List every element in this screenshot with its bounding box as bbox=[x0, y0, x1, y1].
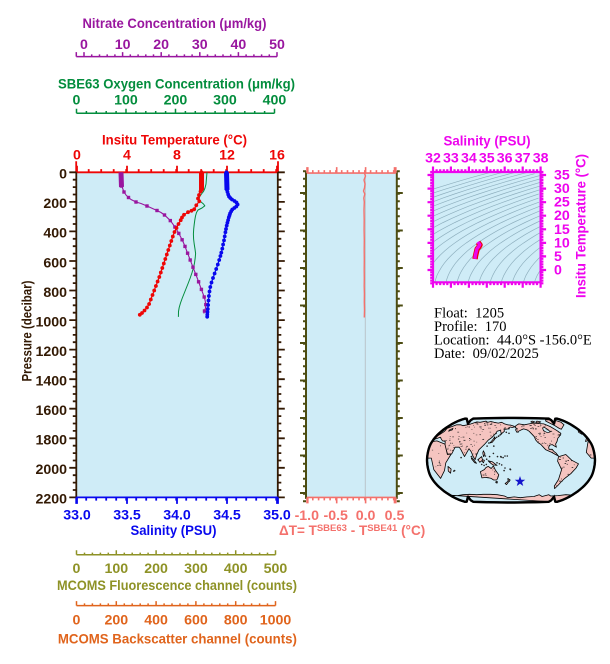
svg-text:35.0: 35.0 bbox=[263, 508, 291, 524]
svg-text:38: 38 bbox=[533, 151, 549, 167]
svg-text:1000: 1000 bbox=[260, 613, 292, 629]
svg-text:16: 16 bbox=[269, 148, 285, 164]
svg-text:35: 35 bbox=[554, 168, 570, 184]
svg-text:2200: 2200 bbox=[35, 492, 67, 508]
svg-text:Location: 44.0°S -156.0°E: Location: 44.0°S -156.0°E bbox=[434, 333, 592, 349]
svg-text:32: 32 bbox=[425, 151, 441, 167]
svg-text:0: 0 bbox=[73, 561, 81, 577]
svg-text:Insitu Temperature (°C): Insitu Temperature (°C) bbox=[574, 154, 590, 298]
svg-text:-1.0: -1.0 bbox=[295, 508, 320, 524]
svg-text:200: 200 bbox=[104, 613, 128, 629]
svg-text:400: 400 bbox=[43, 226, 67, 242]
svg-text:0: 0 bbox=[59, 167, 67, 183]
svg-text:1800: 1800 bbox=[35, 433, 67, 449]
svg-text:0.5: 0.5 bbox=[385, 508, 405, 524]
svg-text:1600: 1600 bbox=[35, 403, 67, 419]
svg-text:1000: 1000 bbox=[35, 314, 67, 330]
svg-text:100: 100 bbox=[104, 561, 128, 577]
svg-text:2000: 2000 bbox=[35, 462, 67, 478]
svg-text:33.0: 33.0 bbox=[63, 508, 91, 524]
svg-text:12: 12 bbox=[219, 148, 235, 164]
svg-text:-0.5: -0.5 bbox=[323, 508, 348, 524]
svg-text:33: 33 bbox=[443, 151, 459, 167]
svg-text:800: 800 bbox=[43, 285, 67, 301]
svg-text:20: 20 bbox=[153, 37, 169, 53]
svg-text:5: 5 bbox=[554, 249, 562, 265]
svg-text:400: 400 bbox=[144, 613, 168, 629]
svg-text:MCOMS Backscatter channel (cou: MCOMS Backscatter channel (counts) bbox=[58, 632, 297, 648]
svg-text:400: 400 bbox=[224, 561, 248, 577]
svg-text:15: 15 bbox=[554, 222, 570, 238]
svg-text:Profile: 170: Profile: 170 bbox=[434, 319, 507, 335]
svg-text:40: 40 bbox=[231, 37, 247, 53]
svg-text:1400: 1400 bbox=[35, 374, 67, 390]
svg-text:10: 10 bbox=[554, 235, 570, 251]
svg-text:0.0: 0.0 bbox=[356, 508, 376, 524]
svg-text:SBE63 Oxygen Concentration (μm: SBE63 Oxygen Concentration (μm/kg) bbox=[58, 76, 295, 92]
svg-text:1200: 1200 bbox=[35, 344, 67, 360]
svg-text:33.5: 33.5 bbox=[113, 508, 141, 524]
svg-text:30: 30 bbox=[192, 37, 208, 53]
svg-text:50: 50 bbox=[269, 37, 285, 53]
svg-text:100: 100 bbox=[114, 93, 138, 109]
svg-text:0: 0 bbox=[554, 263, 562, 279]
svg-text:34: 34 bbox=[461, 151, 477, 167]
svg-text:36: 36 bbox=[497, 151, 513, 167]
svg-text:34.5: 34.5 bbox=[213, 508, 241, 524]
svg-text:200: 200 bbox=[43, 196, 67, 212]
svg-text:Nitrate Concentration (μm/kg): Nitrate Concentration (μm/kg) bbox=[83, 16, 267, 32]
svg-text:0: 0 bbox=[73, 148, 81, 164]
svg-text:Salinity (PSU): Salinity (PSU) bbox=[444, 134, 531, 150]
svg-text:0: 0 bbox=[73, 613, 81, 629]
svg-text:600: 600 bbox=[43, 255, 67, 271]
svg-text:500: 500 bbox=[264, 561, 288, 577]
svg-text:300: 300 bbox=[184, 561, 208, 577]
svg-text:34.0: 34.0 bbox=[163, 508, 191, 524]
svg-text:25: 25 bbox=[554, 195, 570, 211]
svg-text:300: 300 bbox=[213, 93, 237, 109]
svg-text:600: 600 bbox=[184, 613, 208, 629]
svg-text:Date: 09/02/2025: Date: 09/02/2025 bbox=[434, 346, 539, 362]
svg-text:20: 20 bbox=[554, 208, 570, 224]
svg-text:200: 200 bbox=[164, 93, 188, 109]
svg-text:Insitu Temperature (°C): Insitu Temperature (°C) bbox=[102, 132, 247, 148]
svg-text:200: 200 bbox=[144, 561, 168, 577]
svg-text:ΔT= TSBE63 - TSBE41 (°C): ΔT= TSBE63 - TSBE41 (°C) bbox=[279, 523, 425, 538]
svg-text:10: 10 bbox=[115, 37, 131, 53]
svg-text:0: 0 bbox=[80, 37, 88, 53]
svg-text:35: 35 bbox=[479, 151, 495, 167]
svg-text:30: 30 bbox=[554, 181, 570, 197]
svg-text:MCOMS Fluorescence channel (co: MCOMS Fluorescence channel (counts) bbox=[57, 578, 297, 594]
svg-text:800: 800 bbox=[224, 613, 248, 629]
svg-text:4: 4 bbox=[123, 148, 131, 164]
svg-text:8: 8 bbox=[173, 148, 181, 164]
svg-text:Pressure (decibar): Pressure (decibar) bbox=[20, 280, 36, 381]
svg-text:37: 37 bbox=[515, 151, 531, 167]
svg-text:400: 400 bbox=[263, 93, 287, 109]
svg-text:Float: 1205: Float: 1205 bbox=[434, 306, 504, 322]
svg-text:0: 0 bbox=[73, 93, 81, 109]
svg-text:Salinity (PSU): Salinity (PSU) bbox=[131, 523, 217, 539]
